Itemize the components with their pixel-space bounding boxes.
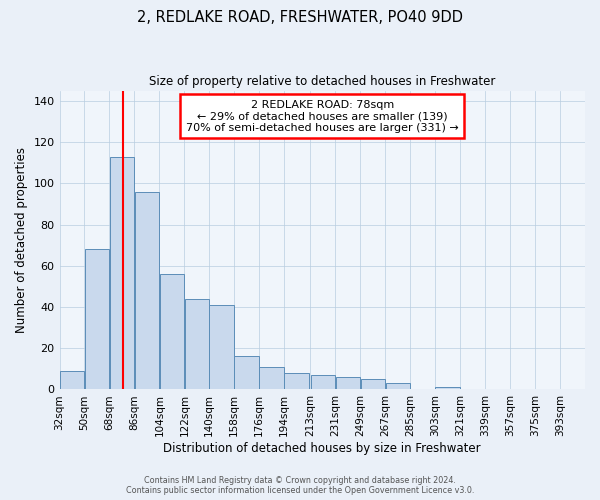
Bar xyxy=(185,299,209,390)
Bar xyxy=(85,250,109,390)
Title: Size of property relative to detached houses in Freshwater: Size of property relative to detached ho… xyxy=(149,75,496,88)
Bar xyxy=(259,367,284,390)
Text: 2 REDLAKE ROAD: 78sqm
← 29% of detached houses are smaller (139)
70% of semi-det: 2 REDLAKE ROAD: 78sqm ← 29% of detached … xyxy=(186,100,458,132)
Bar xyxy=(311,375,335,390)
X-axis label: Distribution of detached houses by size in Freshwater: Distribution of detached houses by size … xyxy=(163,442,481,455)
Bar xyxy=(110,156,134,390)
Bar xyxy=(235,356,259,390)
Bar xyxy=(436,388,460,390)
Bar xyxy=(160,274,184,390)
Bar xyxy=(386,384,410,390)
Bar xyxy=(60,371,84,390)
Bar xyxy=(134,192,159,390)
Text: 2, REDLAKE ROAD, FRESHWATER, PO40 9DD: 2, REDLAKE ROAD, FRESHWATER, PO40 9DD xyxy=(137,10,463,25)
Bar xyxy=(335,377,360,390)
Y-axis label: Number of detached properties: Number of detached properties xyxy=(15,147,28,333)
Bar xyxy=(209,305,234,390)
Bar xyxy=(361,379,385,390)
Text: Contains HM Land Registry data © Crown copyright and database right 2024.
Contai: Contains HM Land Registry data © Crown c… xyxy=(126,476,474,495)
Bar xyxy=(284,373,309,390)
